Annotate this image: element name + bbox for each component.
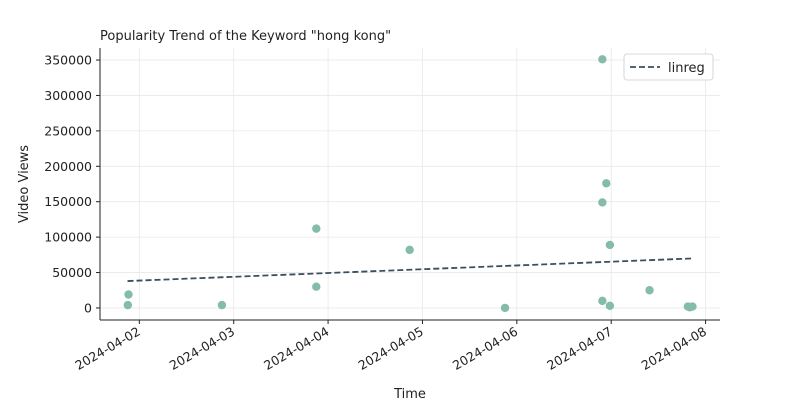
- data-point: [312, 282, 321, 291]
- data-point: [598, 55, 607, 64]
- data-point: [685, 303, 695, 312]
- legend-box: [623, 53, 714, 81]
- data-point: [405, 245, 414, 255]
- axes: 0 50000 100000 150000 200000 250000 300000 3500…: [44, 48, 720, 373]
- data-point: [217, 300, 227, 310]
- data-point: [500, 303, 510, 313]
- y-tick-label: 250000: [44, 123, 92, 138]
- data-point: [605, 240, 615, 250]
- y-tick-label: 50000: [52, 265, 92, 280]
- data-point: [645, 286, 654, 295]
- x-tick-label: 2024-04-08: [639, 324, 709, 373]
- data-point: [605, 301, 615, 311]
- y-tick-label: 100000: [44, 230, 92, 245]
- data-point: [598, 296, 607, 306]
- x-tick-label: 2024-04-05: [356, 324, 426, 373]
- data-point: [602, 179, 611, 188]
- data-point: [123, 300, 133, 310]
- grid-lines: [100, 48, 720, 320]
- x-tick-label: 2024-04-07: [544, 324, 614, 373]
- data-point: [312, 224, 321, 233]
- x-tick-label: 2024-04-04: [261, 324, 331, 373]
- x-tick-label: 2024-04-06: [450, 324, 520, 373]
- legend-linreg-label: linreg: [668, 61, 705, 76]
- legend: linreg: [623, 53, 714, 81]
- x-axis-label: Time: [393, 387, 426, 400]
- y-tick-label: 350000: [44, 53, 92, 68]
- linreg-line: [127, 257, 694, 282]
- data-point: [598, 198, 607, 207]
- y-tick-label: 300000: [44, 88, 92, 103]
- data-point: [124, 290, 133, 299]
- x-tick-label: 2024-04-02: [72, 324, 142, 373]
- x-tick-label: 2024-04-03: [167, 324, 237, 373]
- y-tick-label: 200000: [44, 159, 92, 174]
- chart-title: Popularity Trend of the Keyword "hong ko…: [100, 29, 391, 44]
- y-axis-label: Video Views: [17, 145, 32, 223]
- y-tick-label: 150000: [44, 194, 92, 209]
- y-tick-label: 0: [84, 300, 92, 315]
- data-series: [123, 55, 697, 313]
